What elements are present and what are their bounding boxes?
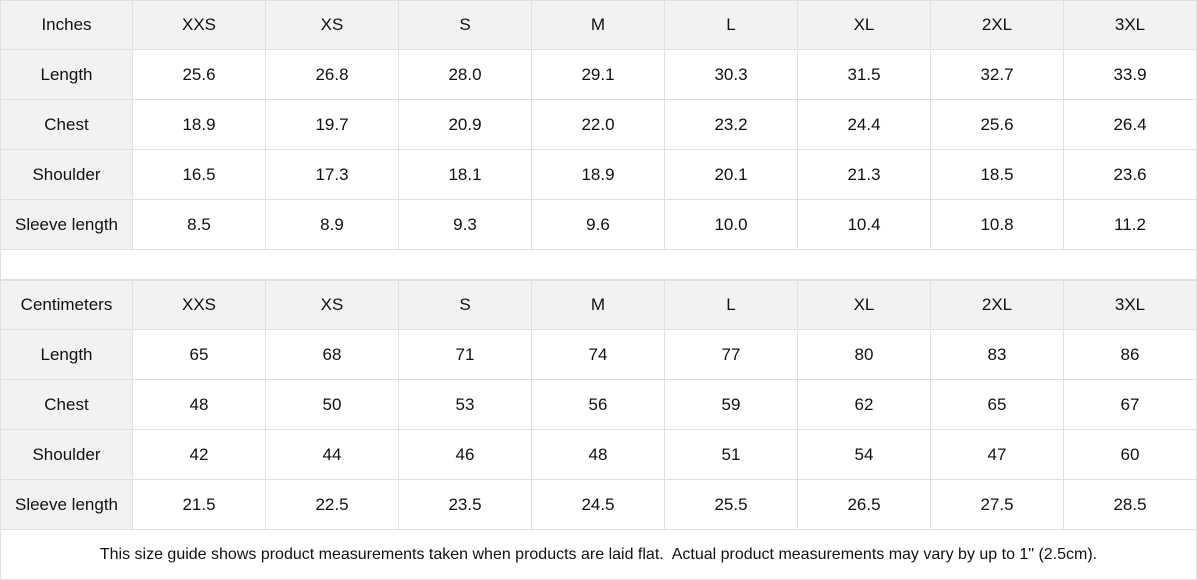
size-header-cell: XXS <box>133 280 266 330</box>
measurement-value-cell: 23.5 <box>399 480 532 530</box>
measurement-value-cell: 18.9 <box>532 150 665 200</box>
size-header-cell: XL <box>798 0 931 50</box>
measurement-value-cell: 20.9 <box>399 100 532 150</box>
size-header-cell: L <box>665 280 798 330</box>
measurement-value-cell: 51 <box>665 430 798 480</box>
measurement-value-cell: 18.5 <box>931 150 1064 200</box>
measurement-value-cell: 86 <box>1064 330 1197 380</box>
measurement-value-cell: 50 <box>266 380 399 430</box>
measurement-label-cell: Shoulder <box>0 430 133 480</box>
measurement-value-cell: 9.3 <box>399 200 532 250</box>
measurement-value-cell: 24.4 <box>798 100 931 150</box>
measurement-value-cell: 28.5 <box>1064 480 1197 530</box>
measurement-value-cell: 25.6 <box>931 100 1064 150</box>
measurement-value-cell: 16.5 <box>133 150 266 200</box>
measurement-value-cell: 26.8 <box>266 50 399 100</box>
size-header-cell: S <box>399 280 532 330</box>
measurement-value-cell: 23.6 <box>1064 150 1197 200</box>
measurement-label-cell: Sleeve length <box>0 480 133 530</box>
measurement-value-cell: 31.5 <box>798 50 931 100</box>
measurement-value-cell: 29.1 <box>532 50 665 100</box>
measurement-value-cell: 9.6 <box>532 200 665 250</box>
measurement-value-cell: 54 <box>798 430 931 480</box>
size-header-cell: XXS <box>133 0 266 50</box>
measurement-value-cell: 22.5 <box>266 480 399 530</box>
size-header-cell: 2XL <box>931 280 1064 330</box>
measurement-value-cell: 67 <box>1064 380 1197 430</box>
measurement-value-cell: 48 <box>532 430 665 480</box>
measurement-value-cell: 60 <box>1064 430 1197 480</box>
size-header-cell: XS <box>266 0 399 50</box>
measurement-value-cell: 18.9 <box>133 100 266 150</box>
measurement-value-cell: 8.9 <box>266 200 399 250</box>
centimeters-size-table: Centimeters XXS XS S M L XL 2XL 3XL Length 65 68 71 7… <box>0 280 1197 530</box>
measurement-value-cell: 42 <box>133 430 266 480</box>
measurement-value-cell: 20.1 <box>665 150 798 200</box>
measurement-value-cell: 32.7 <box>931 50 1064 100</box>
measurement-value-cell: 46 <box>399 430 532 480</box>
size-header-cell: 2XL <box>931 0 1064 50</box>
size-header-cell: S <box>399 0 532 50</box>
measurement-value-cell: 25.6 <box>133 50 266 100</box>
measurement-value-cell: 77 <box>665 330 798 380</box>
size-header-cell: M <box>532 0 665 50</box>
size-header-cell: XS <box>266 280 399 330</box>
measurement-value-cell: 10.8 <box>931 200 1064 250</box>
measurement-value-cell: 27.5 <box>931 480 1064 530</box>
measurement-label-cell: Chest <box>0 100 133 150</box>
measurement-value-cell: 53 <box>399 380 532 430</box>
measurement-value-cell: 25.5 <box>665 480 798 530</box>
measurement-value-cell: 21.3 <box>798 150 931 200</box>
measurement-label-cell: Length <box>0 330 133 380</box>
measurement-value-cell: 44 <box>266 430 399 480</box>
measurement-value-cell: 65 <box>133 330 266 380</box>
measurement-value-cell: 23.2 <box>665 100 798 150</box>
measurement-value-cell: 68 <box>266 330 399 380</box>
unit-header-cell: Inches <box>0 0 133 50</box>
measurement-value-cell: 24.5 <box>532 480 665 530</box>
measurement-value-cell: 65 <box>931 380 1064 430</box>
inches-size-table: Inches XXS XS S M L XL 2XL 3XL Length 25.6 26.8 28.0… <box>0 0 1197 250</box>
measurement-label-cell: Shoulder <box>0 150 133 200</box>
size-guide-footnote: This size guide shows product measuremen… <box>0 530 1197 580</box>
measurement-value-cell: 71 <box>399 330 532 380</box>
measurement-value-cell: 17.3 <box>266 150 399 200</box>
measurement-value-cell: 26.5 <box>798 480 931 530</box>
measurement-value-cell: 83 <box>931 330 1064 380</box>
size-header-cell: L <box>665 0 798 50</box>
measurement-value-cell: 74 <box>532 330 665 380</box>
measurement-value-cell: 33.9 <box>1064 50 1197 100</box>
measurement-value-cell: 11.2 <box>1064 200 1197 250</box>
measurement-value-cell: 47 <box>931 430 1064 480</box>
unit-header-cell: Centimeters <box>0 280 133 330</box>
size-header-cell: 3XL <box>1064 280 1197 330</box>
measurement-value-cell: 10.0 <box>665 200 798 250</box>
measurement-value-cell: 59 <box>665 380 798 430</box>
measurement-label-cell: Chest <box>0 380 133 430</box>
table-spacer <box>0 250 1197 280</box>
measurement-label-cell: Length <box>0 50 133 100</box>
measurement-value-cell: 26.4 <box>1064 100 1197 150</box>
measurement-value-cell: 22.0 <box>532 100 665 150</box>
measurement-value-cell: 48 <box>133 380 266 430</box>
measurement-value-cell: 30.3 <box>665 50 798 100</box>
size-header-cell: 3XL <box>1064 0 1197 50</box>
measurement-value-cell: 62 <box>798 380 931 430</box>
measurement-value-cell: 18.1 <box>399 150 532 200</box>
measurement-value-cell: 28.0 <box>399 50 532 100</box>
measurement-value-cell: 19.7 <box>266 100 399 150</box>
measurement-value-cell: 56 <box>532 380 665 430</box>
size-header-cell: M <box>532 280 665 330</box>
measurement-value-cell: 8.5 <box>133 200 266 250</box>
size-header-cell: XL <box>798 280 931 330</box>
measurement-value-cell: 10.4 <box>798 200 931 250</box>
measurement-value-cell: 80 <box>798 330 931 380</box>
measurement-value-cell: 21.5 <box>133 480 266 530</box>
measurement-label-cell: Sleeve length <box>0 200 133 250</box>
